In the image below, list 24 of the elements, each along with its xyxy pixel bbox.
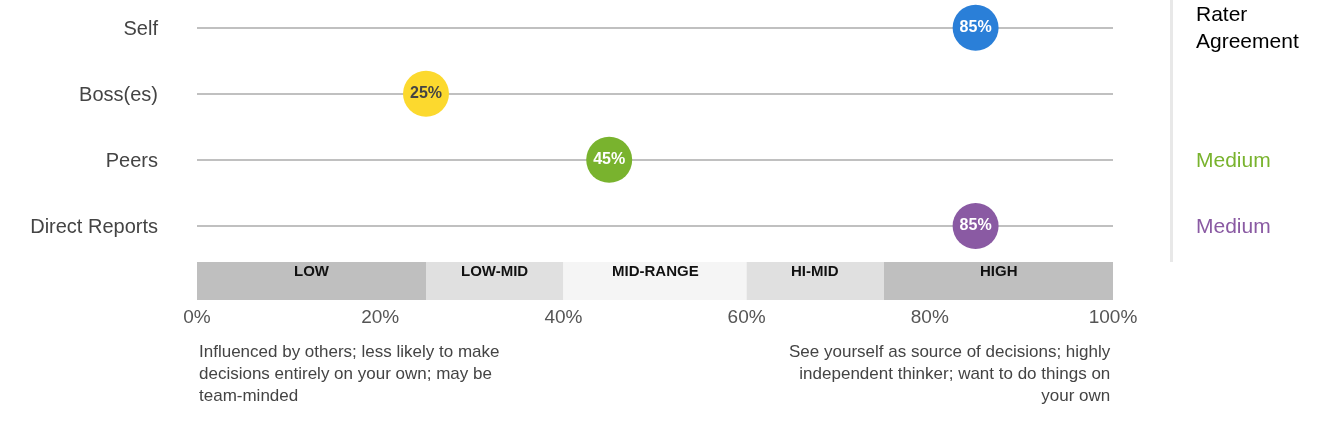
band-label: HI-MID: [791, 262, 839, 279]
x-tick-label: 40%: [544, 306, 583, 327]
text: See yourself as source of decisions; highly independent thinker; want to do things on your own: [789, 342, 1111, 406]
data-label: 25%: [409, 83, 443, 101]
band-label: MID-RANGE: [612, 262, 699, 279]
band-label: HIGH: [980, 262, 1018, 279]
y-tick-label: Self: [123, 16, 159, 39]
x-tick-label: 0%: [183, 306, 211, 327]
text: Medium: [1196, 148, 1271, 171]
text: Influenced by others; less likely to make decisions entirely on your own; may be team-minded: [199, 342, 500, 406]
x-tick-label: 80%: [910, 306, 949, 327]
x-tick-label: 60%: [727, 306, 766, 327]
text: Rater Agreement: [1196, 2, 1299, 53]
text: Medium: [1196, 214, 1271, 237]
y-tick-label: Direct Reports: [30, 214, 158, 237]
y-tick-label: Boss(es): [79, 82, 158, 105]
data-label: 85%: [959, 215, 992, 233]
x-tick-label: 100%: [1088, 306, 1138, 327]
data-label: 45%: [593, 149, 626, 167]
data-label: 85%: [959, 17, 992, 35]
band-label: LOW-MID: [461, 262, 529, 279]
x-tick-label: 20%: [361, 306, 400, 327]
y-tick-label: Peers: [105, 148, 158, 171]
band-label: LOW: [294, 262, 330, 279]
